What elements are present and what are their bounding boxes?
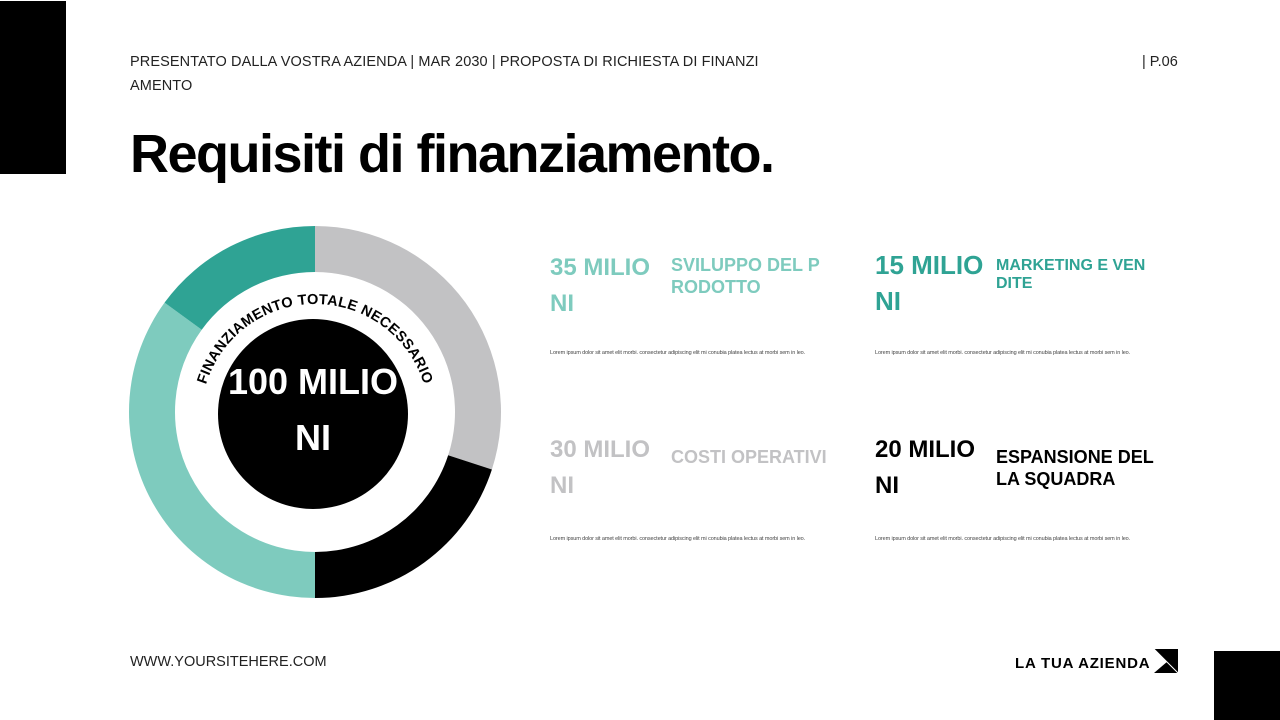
footer-brand: LA TUA AZIENDA xyxy=(1015,648,1179,678)
item-amount: 20 MILIONI xyxy=(875,436,976,499)
footer-website-link[interactable]: WWW.YOURSITEHERE.COM xyxy=(130,654,327,670)
donut-segment-sviluppo-del-prodotto xyxy=(129,302,315,598)
presentation-subtitle: PRESENTATO DALLA VOSTRA AZIENDA | MAR 20… xyxy=(130,54,759,94)
donut-segments xyxy=(129,226,501,598)
item-label: ESPANSIONE DELLA SQUADRA xyxy=(996,447,1154,489)
donut-center-circle xyxy=(218,319,408,509)
donut-segment-costi-operativi xyxy=(315,226,501,470)
item-label: COSTI OPERATIVI xyxy=(671,447,827,467)
item-label: MARKETING E VENDITE xyxy=(996,257,1146,292)
page-title: Requisiti di finanziamento. xyxy=(130,124,775,184)
decorative-corner-block-bottom xyxy=(1214,651,1280,720)
item-description: Lorem ipsum dolor sit amet elit morbi. c… xyxy=(875,350,1131,356)
page-number: | P.06 xyxy=(1142,54,1178,70)
brand-logo-icon xyxy=(1154,648,1179,678)
donut-segment-espansione-della-squadra xyxy=(315,455,492,598)
item-amount: 35 MILIONI xyxy=(550,254,651,317)
item-description: Lorem ipsum dolor sit amet elit morbi. c… xyxy=(550,350,806,356)
item-amount: 15 MILIONI xyxy=(875,250,984,316)
item-amount: 30 MILIONI xyxy=(550,436,651,499)
decorative-corner-block-top xyxy=(0,1,66,174)
item-description: Lorem ipsum dolor sit amet elit morbi. c… xyxy=(550,536,806,542)
donut-segment-marketing-e-vendite xyxy=(164,226,315,330)
brand-name: LA TUA AZIENDA xyxy=(1015,654,1151,672)
item-label: SVILUPPO DEL PRODOTTO xyxy=(671,255,820,297)
item-description: Lorem ipsum dolor sit amet elit morbi. c… xyxy=(875,536,1131,542)
donut-total-value: 100 MILIONI xyxy=(227,361,399,458)
